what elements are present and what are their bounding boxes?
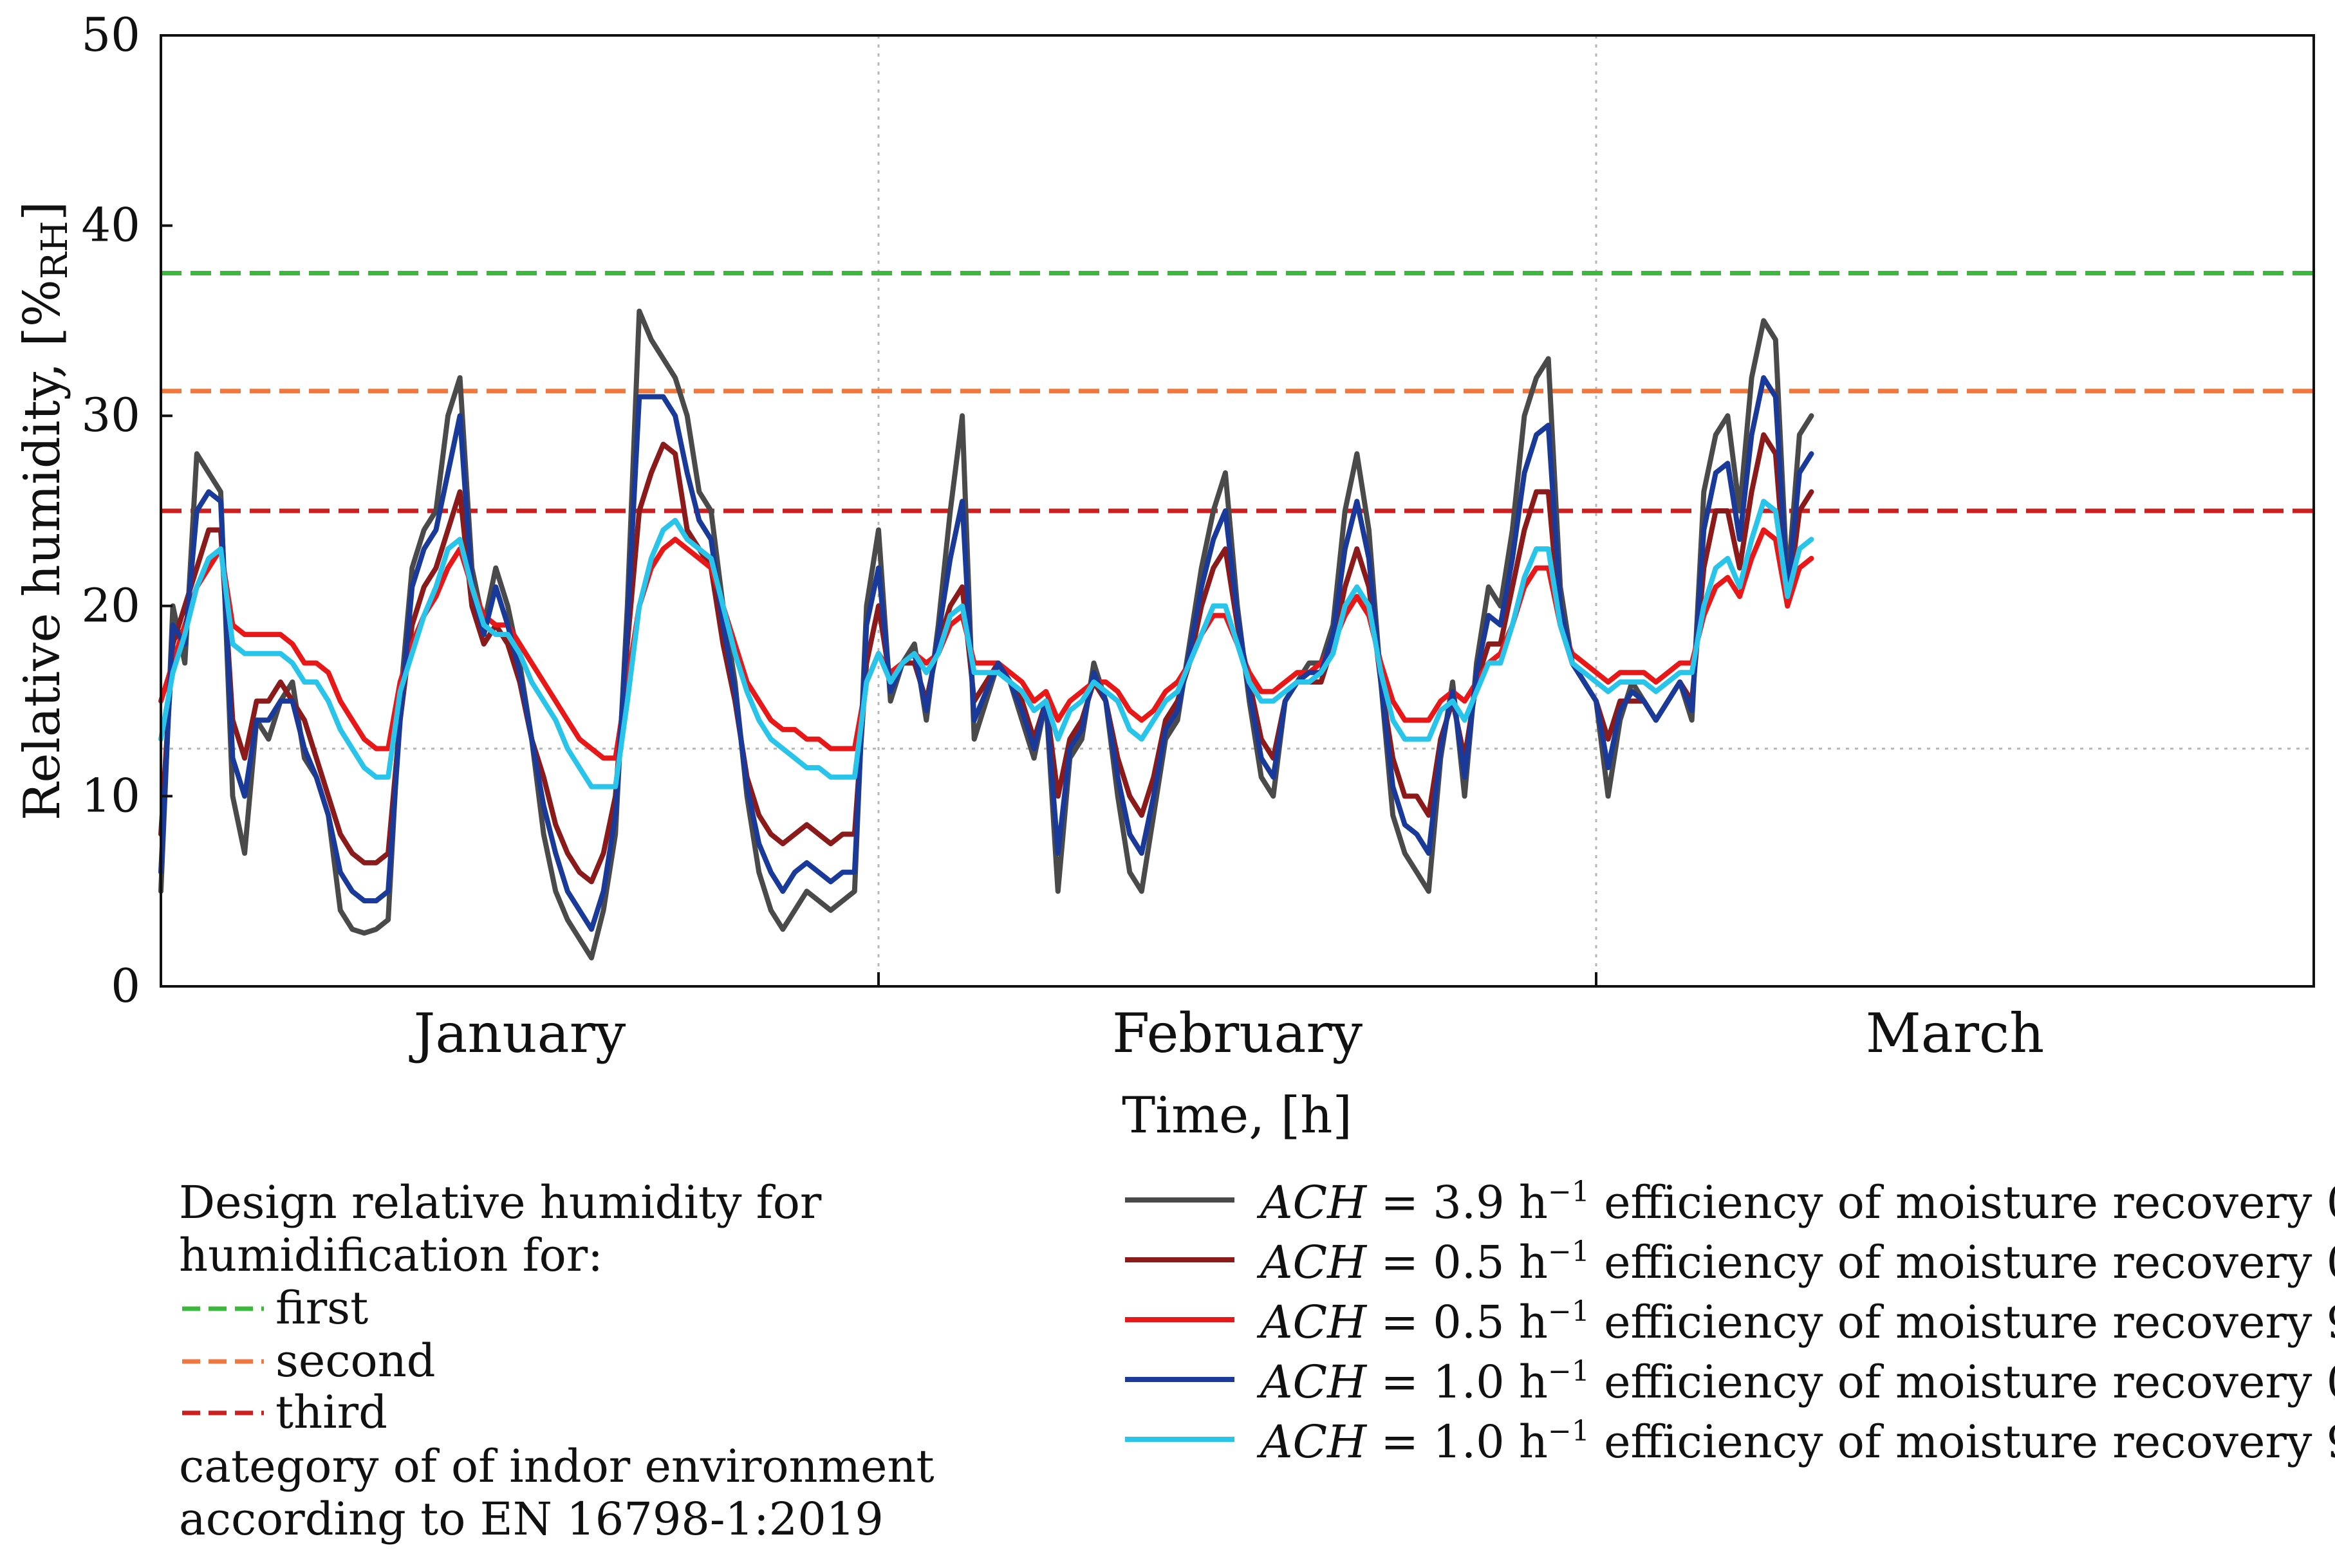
legend-label-ach05-0-sup: −1 (1548, 1235, 1590, 1268)
legend-label-ach05-0-eq: = 0.5 h (1366, 1236, 1548, 1289)
legend-left-heading-2: humidification for: (179, 1229, 603, 1282)
y-axis-title: Relative humidity, [%RH] (14, 201, 76, 821)
y-axis-title-end: ] (14, 201, 71, 221)
y-axis-ticks: 0 10 20 30 40 50 (81, 8, 172, 1013)
y-tick-label-50: 50 (81, 8, 140, 62)
legend-label-ach39-0: ACH = 3.9 h−1 efficiency of moisture rec… (1256, 1176, 2335, 1229)
legend-label-third: third (275, 1386, 387, 1439)
legend-left-heading-1: Design relative humidity for (179, 1176, 822, 1229)
legend-label-ach05-90-symbol: ACH (1256, 1296, 1368, 1349)
x-month-label-february: February (1112, 1002, 1363, 1065)
legend-label-ach39-0-eq: = 3.9 h (1366, 1176, 1548, 1229)
y-tick-label-0: 0 (111, 959, 140, 1013)
x-axis-title: Time, [h] (1122, 1087, 1352, 1145)
plot-frame (160, 34, 2315, 988)
series-line-ach-1-0-h-1-efficiency-of-moisture-recovery-90 (158, 499, 1814, 789)
legend-label-ach05-90-sup: −1 (1548, 1295, 1590, 1328)
legend-label-ach05-0-symbol: ACH (1256, 1236, 1368, 1289)
y-axis-title-subscript: RH (34, 221, 76, 279)
legend-label-ach05-90-rest: efficiency of moisture recovery 90% (1590, 1296, 2335, 1349)
series-line-ach-1-0-h-1-efficiency-of-moisture-recovery-0 (158, 375, 1814, 932)
legend-label-ach10-0-rest: efficiency of moisture recovery 0% (1590, 1356, 2335, 1408)
y-axis-title-main: Relative humidity, [% (14, 279, 71, 820)
y-tick-label-10: 10 (81, 768, 140, 822)
grid-layer (161, 35, 2314, 986)
legend-label-ach39-0-rest: efficiency of moisture recovery 0% (1590, 1176, 2335, 1229)
legend-label-ach05-90: ACH = 0.5 h−1 efficiency of moisture rec… (1256, 1295, 2335, 1349)
legend-label-ach10-0-symbol: ACH (1256, 1356, 1368, 1408)
legend-label-ach10-0-sup: −1 (1548, 1355, 1590, 1388)
legend-label-ach10-90-sup: −1 (1548, 1415, 1590, 1448)
legend-left-footer-1: category of of indor environment (179, 1440, 935, 1493)
legend-label-ach05-0-rest: efficiency of moisture recovery 0% (1590, 1236, 2335, 1289)
legend-right: ACH = 3.9 h−1 efficiency of moisture rec… (1125, 1176, 2335, 1468)
reference-lines-layer (161, 271, 2314, 513)
legend-label-ach10-0: ACH = 1.0 h−1 efficiency of moisture rec… (1256, 1355, 2335, 1408)
y-tick-label-20: 20 (81, 578, 140, 632)
x-axis-month-labels: January February March (409, 1002, 2045, 1065)
y-tick-label-40: 40 (81, 198, 140, 252)
legend-left-footer-2: according to EN 16798-1:2019 (179, 1493, 884, 1545)
x-month-label-january: January (409, 1002, 626, 1065)
legend-label-second: second (275, 1334, 436, 1387)
y-tick-label-30: 30 (81, 388, 140, 442)
series-line-ach-0-5-h-1-efficiency-of-moisture-recovery-90 (158, 527, 1814, 761)
x-month-label-march: March (1866, 1002, 2044, 1065)
legend-label-ach05-0: ACH = 0.5 h−1 efficiency of moisture rec… (1256, 1235, 2335, 1289)
series-layer (158, 308, 1814, 961)
legend-label-ach39-0-sup: −1 (1548, 1176, 1590, 1208)
legend-label-ach10-0-eq: = 1.0 h (1366, 1356, 1548, 1408)
legend-left: Design relative humidity for humidificat… (179, 1176, 935, 1545)
legend-label-ach10-90-eq: = 1.0 h (1366, 1416, 1548, 1468)
series-line-ach-3-9-h-1-efficiency-of-moisture-recovery-0 (158, 308, 1814, 961)
legend-label-ach10-90: ACH = 1.0 h−1 efficiency of moisture rec… (1256, 1415, 2335, 1468)
legend-label-ach10-90-rest: efficiency of moisture recovery 90% (1590, 1416, 2335, 1468)
legend-label-ach10-90-symbol: ACH (1256, 1416, 1368, 1468)
legend-label-ach39-0-symbol: ACH (1256, 1176, 1368, 1229)
series-line-ach-0-5-h-1-efficiency-of-moisture-recovery-0 (158, 432, 1814, 885)
legend-label-ach05-90-eq: = 0.5 h (1366, 1296, 1548, 1349)
legend-label-first: first (275, 1282, 368, 1334)
